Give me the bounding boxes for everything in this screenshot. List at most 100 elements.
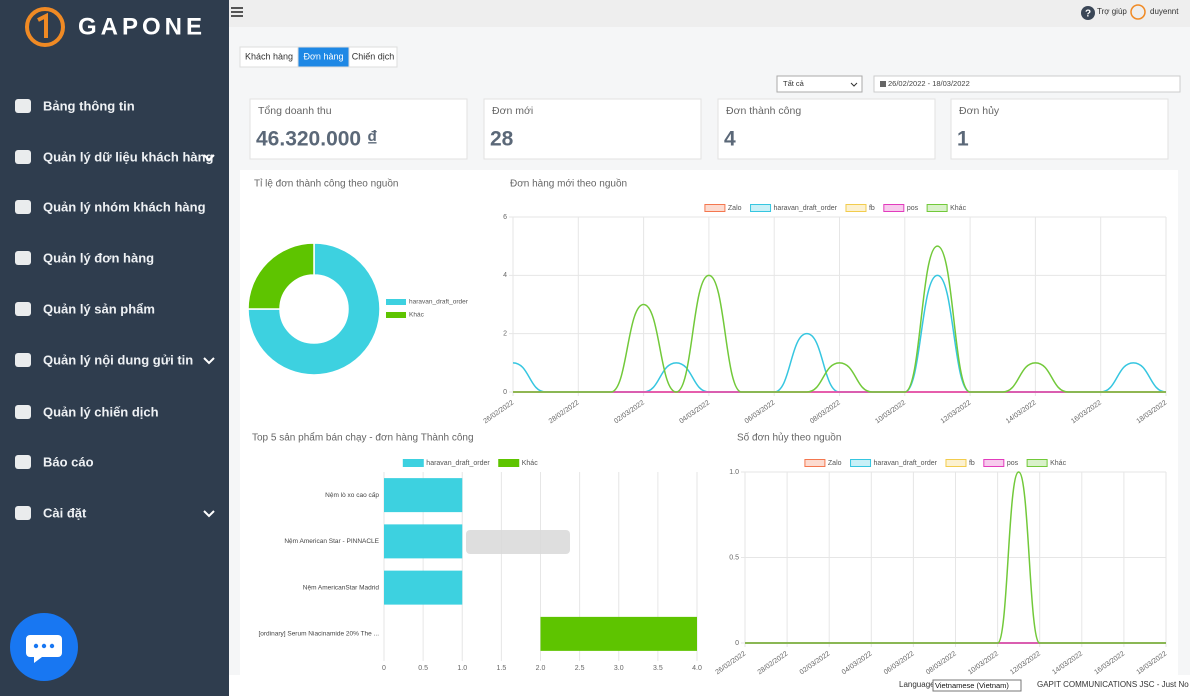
menu-toggle[interactable]: [231, 7, 243, 17]
menu-chevron: [203, 154, 215, 162]
line-series: [745, 471, 1166, 644]
menu-chevron: [203, 510, 215, 518]
menu-icon: [15, 455, 31, 469]
x-tick-label: 1.0: [457, 665, 467, 672]
chat-icon: [26, 635, 62, 663]
legend-label: Khác: [1050, 460, 1066, 467]
chart-title: Top 5 sản phẩm bán chạy - đơn hàng Thành…: [252, 432, 474, 444]
menu-item[interactable]: Báo cáo: [43, 454, 94, 469]
footer-company: GAPIT COMMUNICATIONS JSC - Just No Gap: [1037, 680, 1190, 689]
legend-label: Zalo: [728, 205, 742, 212]
y-tick-label: Nệm lò xo cao cấp: [325, 490, 379, 499]
legend-label: Khác: [950, 205, 966, 212]
y-tick-label: 1.0: [729, 469, 739, 476]
stat-card: [950, 98, 1169, 160]
legend-swatch: [804, 459, 826, 467]
stat-value: 1: [957, 128, 969, 151]
menu-item[interactable]: Quản lý nội dung gửi tin: [43, 352, 193, 367]
tab-label: Chiến dịch: [352, 51, 395, 61]
legend-swatch: [386, 312, 406, 318]
calendar-icon: [880, 81, 886, 87]
stat-value: 46.320.000 ₫: [256, 128, 378, 151]
y-tick-label: 0: [503, 389, 507, 396]
y-tick-label: 0.5: [729, 554, 739, 561]
select-arrow: [850, 82, 858, 87]
x-tick-label: 0.5: [418, 665, 428, 672]
legend-label: haravan_draft_order: [774, 205, 838, 212]
y-tick-label: [ordinary] Serum Niacinamide 20% The ...: [258, 631, 379, 638]
date-range[interactable]: [873, 75, 1181, 93]
menu-item[interactable]: Quản lý sản phẩm: [43, 301, 155, 316]
legend-label: fb: [969, 460, 975, 467]
bar: [384, 570, 463, 605]
legend-swatch: [1026, 459, 1048, 467]
legend-label: pos: [1007, 460, 1019, 467]
avatar[interactable]: [1130, 4, 1146, 20]
chart-title: Tỉ lệ đơn thành công theo nguồn: [254, 178, 398, 190]
menu-item[interactable]: Quản lý chiến dịch: [43, 404, 159, 419]
menu-item[interactable]: Quản lý đơn hàng: [43, 250, 154, 265]
help-icon[interactable]: [1081, 6, 1095, 20]
menu-icon: [15, 251, 31, 265]
help-icon-glyph: ?: [1085, 9, 1091, 20]
user-name[interactable]: duyennt: [1150, 7, 1179, 16]
tooltip: [466, 530, 570, 554]
legend-swatch: [883, 204, 905, 212]
language-select[interactable]: [932, 679, 1022, 692]
logo-icon: [25, 7, 65, 47]
x-tick-label: 1.5: [497, 665, 507, 672]
stat-card: [483, 98, 702, 160]
legend-label: pos: [907, 205, 919, 212]
x-tick-label: 2.0: [536, 665, 546, 672]
help-link[interactable]: Trợ giúp: [1097, 7, 1127, 16]
menu-item[interactable]: Quản lý dữ liệu khách hàng: [43, 149, 214, 164]
x-tick-label: 4.0: [692, 665, 702, 672]
stat-card: [249, 98, 468, 160]
sidebar: [0, 0, 229, 696]
x-tick-label: 2.5: [575, 665, 585, 672]
menu-icon: [15, 506, 31, 520]
legend-swatch: [402, 459, 424, 467]
tab[interactable]: [348, 46, 398, 68]
menu-item[interactable]: Quản lý nhóm khách hàng: [43, 199, 206, 214]
logo-icon: [37, 12, 48, 38]
logo-text: GAPONE: [78, 13, 206, 40]
legend-label: haravan_draft_order: [409, 299, 469, 306]
menu-icon: [15, 302, 31, 316]
legend-swatch: [983, 459, 1005, 467]
bar: [384, 524, 463, 559]
menu-icon: [15, 353, 31, 367]
stat-card: [717, 98, 936, 160]
y-tick-label: 4: [503, 272, 507, 279]
legend-swatch: [926, 204, 948, 212]
legend-swatch: [845, 204, 867, 212]
legend-label: fb: [869, 205, 875, 212]
menu-icon: [15, 200, 31, 214]
pie-slice: [247, 242, 315, 310]
legend-label: Zalo: [828, 460, 842, 467]
legend-swatch: [850, 459, 872, 467]
bar: [540, 616, 697, 651]
legend-swatch: [498, 459, 520, 467]
status-select[interactable]: [776, 75, 863, 93]
legend-swatch: [704, 204, 726, 212]
y-tick-label: 6: [503, 214, 507, 221]
bar: [384, 478, 463, 513]
legend-label: Khác: [522, 460, 538, 467]
pie-slice: [247, 242, 381, 376]
legend-label: Khác: [409, 312, 425, 319]
legend-swatch: [750, 204, 772, 212]
menu-item[interactable]: Bảng thông tin: [43, 98, 135, 113]
tab-label: Đơn hàng: [304, 51, 344, 61]
x-tick-label: 3.5: [653, 665, 663, 672]
language-label: Language:: [899, 680, 937, 689]
language-value: Vietnamese (Vietnam): [935, 681, 1009, 690]
stat-label: Đơn thành công: [726, 105, 801, 117]
menu-item[interactable]: Cài đặt: [43, 505, 87, 520]
y-tick-label: Nệm AmericanStar Madrid: [303, 584, 380, 591]
legend-label: haravan_draft_order: [426, 460, 490, 467]
y-tick-label: 0: [735, 640, 739, 647]
tab-label: Khách hàng: [245, 51, 293, 61]
chart-title: Đơn hàng mới theo nguồn: [510, 178, 627, 190]
